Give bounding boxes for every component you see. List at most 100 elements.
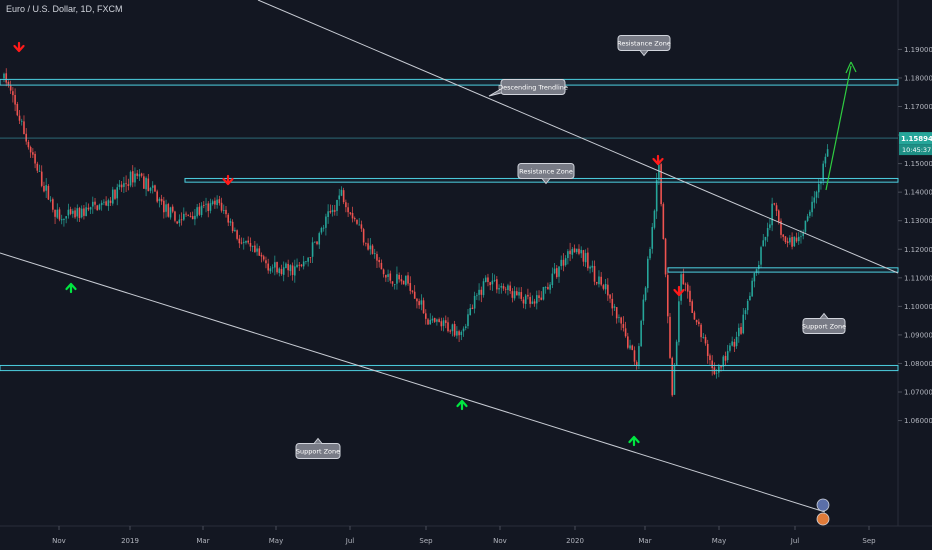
zone-4: [0, 364, 899, 372]
candle-body: [278, 268, 281, 273]
candle-body: [695, 319, 698, 323]
candle-body: [496, 279, 498, 290]
candle-body: [573, 248, 576, 253]
candle-body: [611, 298, 614, 309]
candle-body: [433, 317, 436, 322]
candle-body: [360, 224, 363, 229]
candle-body: [47, 185, 50, 200]
candle-body: [562, 259, 565, 266]
candle-body: [340, 189, 343, 196]
candle-body: [36, 163, 39, 171]
candle-body: [245, 241, 247, 243]
candle-body: [127, 184, 130, 186]
callout-resistance-top[interactable]: Resistance Zone: [617, 35, 671, 57]
candle-body: [345, 202, 347, 208]
candle-body: [456, 331, 458, 336]
candle-body: [651, 227, 654, 249]
candle-body: [480, 289, 483, 295]
time-axis[interactable]: Nov 2019 Mar May Jul Sep Nov 2020 Mar May Jul Sep: [52, 526, 876, 545]
lower-trendline[interactable]: [0, 252, 826, 513]
candle-body: [129, 171, 132, 186]
candle-body: [322, 227, 325, 229]
time-tick-label: May: [269, 537, 283, 545]
candle-body: [318, 233, 321, 245]
candle-body: [784, 236, 787, 243]
price-tick-label: 1.18000: [904, 74, 932, 82]
candle-body: [733, 341, 736, 347]
candle-body: [500, 286, 503, 288]
candle-body: [524, 295, 527, 304]
candle-body: [214, 200, 216, 205]
time-tick-label: Mar: [196, 537, 209, 545]
price-tick-label: 1.17000: [904, 103, 932, 111]
candle-body: [771, 203, 773, 226]
candle-body: [533, 301, 536, 304]
candle-body: [254, 245, 256, 253]
candle-body: [163, 200, 165, 213]
candle-body: [425, 313, 427, 319]
candle-body: [824, 156, 827, 164]
candle-body: [316, 241, 318, 245]
candle-body: [240, 242, 243, 244]
candle-body: [431, 318, 434, 321]
callout-resistance-mid[interactable]: Resistance Zone: [517, 163, 575, 185]
candle-body: [262, 256, 265, 260]
up-arrow-icon: [628, 435, 640, 447]
candle-body: [682, 273, 685, 285]
candle-body: [647, 258, 649, 289]
candle-body: [449, 330, 452, 332]
price-axis[interactable]: 1.190001.180001.170001.160001.150001.140…: [898, 46, 932, 425]
candle-body: [418, 301, 420, 306]
candle-body: [258, 248, 261, 256]
candle-body: [664, 238, 667, 275]
candle-body: [671, 357, 674, 396]
markers-layer: [13, 41, 685, 447]
candle-body: [513, 291, 516, 299]
candle-body: [83, 208, 85, 216]
candle-body: [709, 355, 711, 361]
candle-body: [622, 324, 625, 328]
candle-body: [578, 248, 580, 254]
zone-1: [0, 78, 899, 86]
candle-body: [222, 209, 225, 211]
candle-body: [789, 237, 791, 243]
projection-arrowhead: [845, 61, 857, 74]
candle-body: [307, 257, 309, 262]
callout-support-mid[interactable]: Support Zone: [802, 312, 846, 334]
candle-body: [296, 264, 298, 268]
descending-trendline[interactable]: [257, 0, 899, 274]
candle-body: [285, 263, 287, 269]
candle-body: [744, 310, 747, 315]
candle-body: [815, 191, 818, 198]
down-arrow-icon: [652, 154, 664, 166]
candle-body: [114, 189, 116, 199]
candle-body: [382, 269, 385, 275]
candle-body: [735, 336, 738, 347]
current-price-value: 1.15894: [901, 135, 932, 143]
candle-body: [489, 282, 491, 286]
event-icon[interactable]: [816, 498, 830, 512]
candle-body: [227, 214, 230, 223]
dividend-icon[interactable]: [816, 512, 830, 526]
candle-body: [769, 224, 771, 228]
callout-descending-trendline[interactable]: Descending Trendline: [488, 79, 568, 97]
candle-body: [185, 213, 187, 215]
candle-body: [145, 177, 147, 190]
candle-body: [362, 229, 365, 243]
candle-body: [105, 201, 107, 206]
candle-body: [551, 273, 554, 286]
up-arrow-icon: [456, 399, 468, 411]
candle-body: [198, 206, 201, 215]
candle-body: [502, 286, 505, 289]
candles-layer: [3, 68, 829, 397]
candle-body: [291, 265, 294, 275]
price-tick-label: 1.19000: [904, 46, 932, 54]
candle-body: [691, 301, 693, 313]
candle-body: [20, 120, 23, 122]
candle-body: [740, 327, 742, 334]
candle-body: [675, 341, 678, 366]
candle-body: [380, 262, 383, 270]
candle-body: [633, 350, 636, 362]
callout-support-bottom[interactable]: Support Zone: [295, 437, 341, 459]
